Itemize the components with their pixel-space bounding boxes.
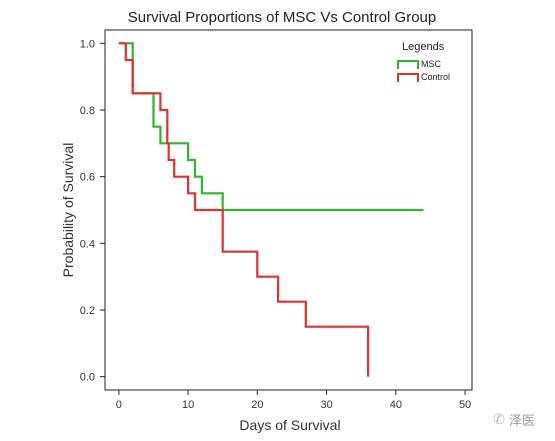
x-tick-label: 0 [116,399,122,411]
legend-swatch-control [397,73,419,82]
x-axis: 0 10 20 30 40 50 [116,390,471,411]
x-tick-label: 30 [320,399,332,411]
x-tick-label: 40 [390,399,402,411]
legend-items: MSC Control [397,59,450,82]
series-line-msc [118,42,424,212]
x-tick-label: 20 [251,399,263,411]
legend-label-msc: MSC [421,59,442,69]
series-layer [118,42,424,377]
x-tick-label: 50 [459,399,471,411]
y-tick-label: 1.0 [80,38,95,50]
legend-title: Legends [402,41,445,53]
legend: Legends MSC Control [397,41,450,82]
x-axis-label: Days of Survival [239,417,340,433]
legend-swatch-msc [397,60,419,69]
y-axis-label: Probability of Survival [60,143,76,278]
y-tick-label: 0.2 [80,305,95,317]
y-tick-label: 0.4 [80,238,95,250]
watermark-text: 泽医 [508,413,535,428]
chart-title: Survival Proportions of MSC Vs Control G… [128,9,436,26]
watermark: ✆ 泽医 [493,410,535,429]
series-line-control [118,42,370,377]
y-axis: 0.0 0.2 0.4 0.6 0.8 1.0 [80,38,105,384]
y-tick-label: 0.0 [80,372,95,384]
legend-label-control: Control [421,72,450,82]
plot-frame [104,29,473,391]
y-tick-label: 0.8 [80,105,95,117]
y-tick-label: 0.6 [80,172,95,184]
wechat-icon: ✆ [493,411,505,427]
x-tick-label: 10 [182,399,194,411]
